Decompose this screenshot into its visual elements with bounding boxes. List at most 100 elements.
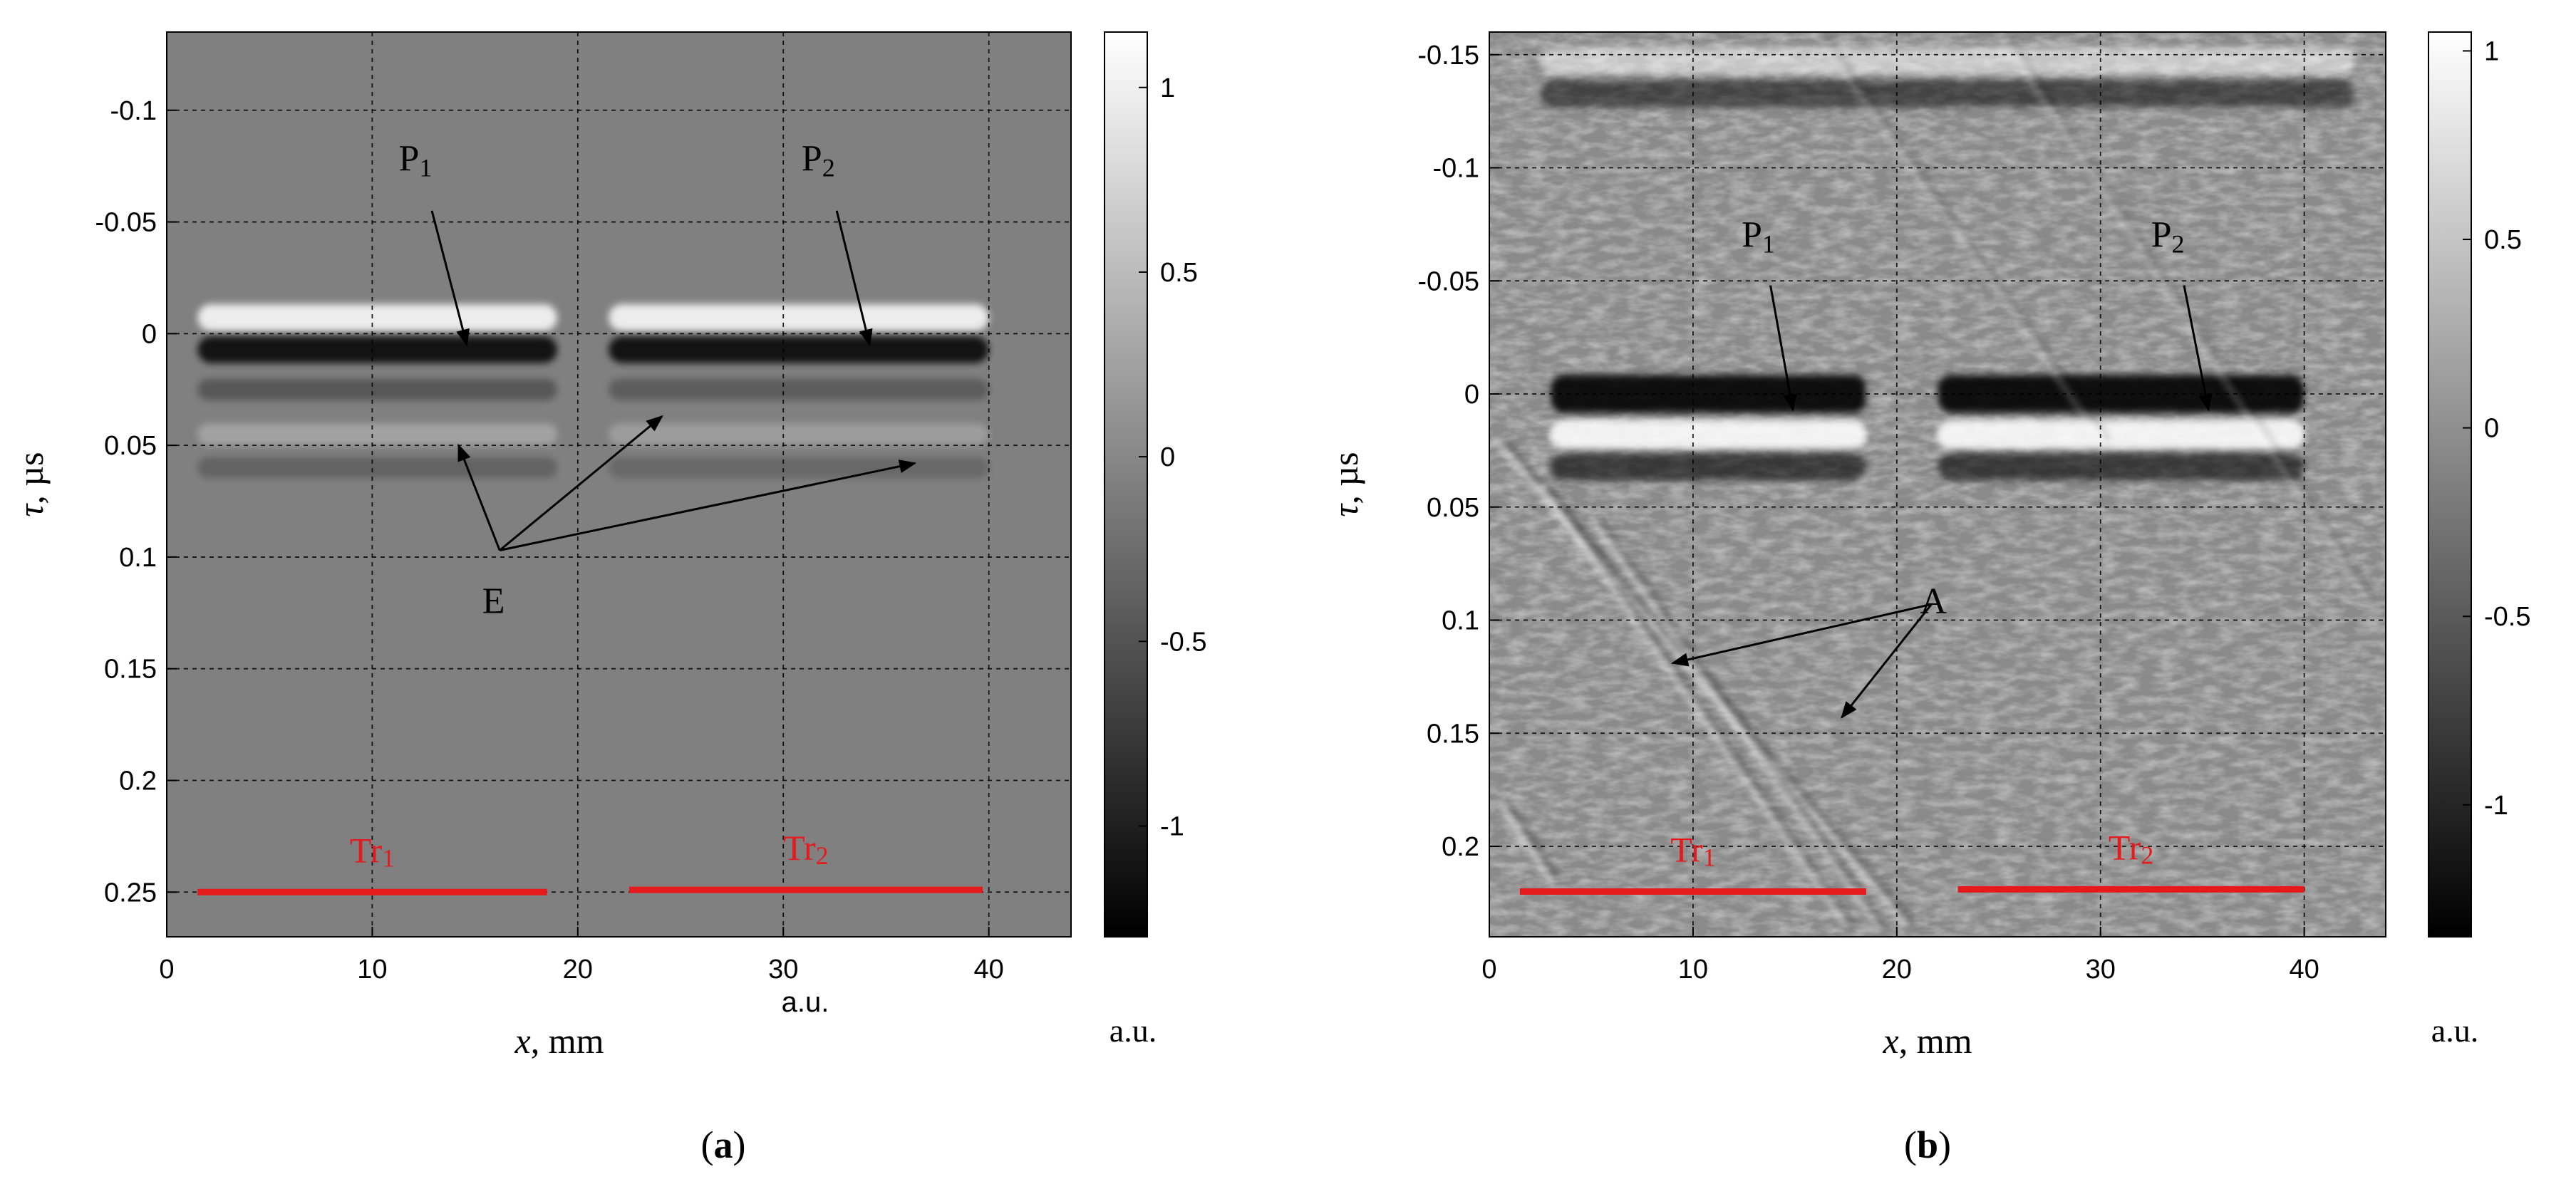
y-tick-label: -0.1 [110,96,157,126]
colorbar-a [1104,31,1148,938]
echo-features-a [197,303,989,479]
annotation-arrow [2183,285,2213,412]
y-tick-label: 0.1 [119,543,157,573]
artifact-streak [1538,483,1848,928]
y-tick-label: 0.15 [104,655,157,685]
panel-label-b: (b) [1904,1123,1951,1166]
artifact-streak [1547,483,1856,927]
y-tick-label: 0.05 [1427,493,1479,523]
y-tick-label: 0.2 [1442,832,1479,862]
y-tick-label: 0 [1464,380,1479,410]
annotation-arrow [499,415,663,551]
x-tick-label: 10 [1678,955,1708,985]
y-tick-label: 0.15 [1427,719,1479,749]
x-tick-label: 20 [563,955,593,985]
echo-band [197,378,557,400]
axis-ticks-b: 0 10 20 30 40 -0.15 -0.1 -0.05 0 0.05 0.1 0.15 0.2 [1417,41,2319,985]
annotation-label: P2 [802,138,835,182]
transducers-a: Tr1 Tr2 [197,828,983,895]
echo-band [197,336,557,363]
colorbar-tick-label: -0.5 [1160,627,1206,657]
annotation-label: A [1920,581,1947,622]
artifact-streak [1589,516,1879,928]
x-tick-label: 10 [357,955,387,985]
y-tick-label: 0.1 [1442,606,1479,636]
artifact-streak [1822,32,2111,440]
y-tick-label: -0.05 [1417,266,1479,296]
annotation-label: P1 [399,138,433,182]
colorbar-unit-a: a.u. [1109,1012,1157,1049]
colorbar-tick-label: 1 [1160,73,1175,103]
transducer-label: Tr1 [1670,830,1715,872]
x-tick-label: 0 [1481,955,1496,985]
transducers-b: Tr1 Tr2 [1519,827,2305,895]
artifact-streak [1813,32,2103,441]
echo-band [1550,420,1866,448]
plot-area-a [167,32,1071,937]
y-tick-label: 0 [142,319,157,349]
echo-band [1550,375,1866,413]
colorbar-b [2428,31,2472,938]
echo-band [609,423,989,445]
echo-band [1938,420,2305,448]
echo-band [1938,453,2305,481]
annotation-arrow [457,443,501,551]
echo-band [1540,47,2356,75]
echo-band [197,423,557,445]
colorbar-tick-label: -1 [1160,811,1184,841]
x-unit-note-a: a.u. [782,987,829,1018]
colorbar-ticks-a: 1 0.5 0 -0.5 -1 [1139,73,1206,841]
artifact-streak [1497,799,1553,882]
annotation-arrow [835,210,873,347]
colorbar-tick-label: -1 [2484,791,2508,821]
echo-band [609,457,989,479]
echo-band [1938,375,2305,413]
annotation-label: P2 [2151,215,2185,259]
artifact-streak [1598,517,1887,927]
echo-band [609,378,989,400]
y-tick-label: 0.25 [104,878,157,908]
echo-band [1550,453,1866,481]
annotation-arrow [1769,285,1797,412]
y-tick-label: -0.05 [95,208,157,238]
x-axis-label-b: x, mm [1883,1021,1972,1061]
colorbar-tick-label: 0 [1160,442,1175,472]
x-tick-label: 30 [2086,955,2116,985]
colorbar-ticks-b: 1 0.5 0 -0.5 -1 [2463,36,2530,821]
colorbar-tick-label: 0.5 [1160,258,1198,288]
annotations-b: P1 P2 A [1670,215,2213,719]
annotation-label: P1 [1742,215,1775,259]
colorbar-tick-label: 1 [2484,36,2499,66]
artifact-streak [1506,800,1561,881]
x-axis-label-a: x, mm [514,1021,604,1061]
colorbar-unit-b: a.u. [2431,1012,2478,1049]
annotations-a: P1 P2 E [399,138,917,621]
annotation-arrow [430,210,470,347]
transducer-label: Tr2 [783,828,828,870]
x-tick-label: 20 [1882,955,1912,985]
x-tick-label: 0 [159,955,174,985]
x-tick-label: 30 [768,955,798,985]
colorbar-tick-label: 0 [2484,414,2499,444]
annotation-arrow [1670,603,1932,667]
colorbar-tick-label: 0.5 [2484,225,2522,255]
transducer-label: Tr1 [350,830,395,872]
annotation-arrow [1841,603,1933,719]
transducer-label: Tr2 [2109,827,2153,869]
echo-band [197,303,557,331]
x-tick-label: 40 [2289,955,2319,985]
echo-band [609,303,989,331]
annotation-arrow [499,459,917,551]
x-tick-label: 40 [973,955,1003,985]
axis-ticks-a: 0 10 20 30 40 -0.1 -0.05 0 0.05 0.1 0.15 0.2 0.25 [95,96,1003,985]
y-tick-label: -0.15 [1417,41,1479,71]
y-tick-label: 0.2 [119,766,157,796]
y-tick-label: 0.05 [104,431,157,461]
grid-b [1489,32,2386,937]
echo-band [609,336,989,363]
echo-band [1540,80,2356,108]
panel-label-a: (a) [701,1123,746,1166]
